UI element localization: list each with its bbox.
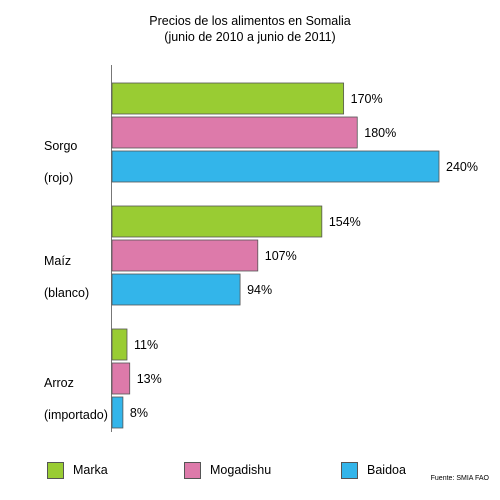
bar-mogadishu-1 — [111, 239, 259, 272]
category-label-line2: (importado) — [44, 408, 108, 422]
bar-marka-2 — [111, 328, 128, 361]
data-label-baidoa-2: 8% — [130, 406, 148, 420]
legend-label-baidoa: Baidoa — [367, 463, 406, 477]
category-label-line2: (rojo) — [44, 171, 74, 185]
data-label-marka-2: 11% — [134, 338, 158, 352]
chart-title-block: Precios de los alimentos en Somalia (jun… — [0, 13, 500, 45]
bar-baidoa-0 — [111, 150, 440, 183]
bar-marka-0 — [111, 82, 345, 115]
legend-label-marka: Marka — [73, 463, 108, 477]
chart-subtitle: (junio de 2010 a junio de 2011) — [164, 30, 336, 44]
bar-baidoa-1 — [111, 273, 241, 306]
legend-swatch-mogadishu — [184, 461, 201, 479]
bar-mogadishu-0 — [111, 116, 358, 149]
category-label-line1: Maíz — [44, 254, 72, 268]
data-label-marka-0: 170% — [351, 92, 383, 106]
bar-baidoa-2 — [111, 396, 124, 429]
legend: Marka Mogadishu Baidoa — [0, 460, 500, 490]
bar-mogadishu-2 — [111, 362, 131, 395]
category-label-line1: Arroz — [44, 376, 74, 390]
legend-swatch-baidoa — [341, 461, 358, 479]
legend-item-baidoa: Baidoa — [341, 460, 406, 480]
legend-label-mogadishu: Mogadishu — [210, 463, 272, 477]
data-label-mogadishu-2: 13% — [137, 372, 162, 386]
source-note: Fuente: SMIA FAO — [430, 475, 489, 482]
data-label-mogadishu-1: 107% — [265, 249, 297, 263]
legend-item-mogadishu: Mogadishu — [184, 460, 271, 480]
data-label-marka-1: 154% — [329, 215, 361, 229]
category-label-maiz: Maíz (blanco) — [44, 237, 89, 317]
data-label-mogadishu-0: 180% — [364, 126, 396, 140]
legend-item-marka: Marka — [47, 460, 108, 480]
data-label-baidoa-0: 240% — [446, 160, 478, 174]
legend-swatch-marka — [47, 461, 64, 479]
bar-marka-1 — [111, 205, 323, 238]
category-label-line2: (blanco) — [44, 286, 90, 300]
category-label-arroz: Arroz (importado) — [44, 359, 108, 439]
category-label-line1: Sorgo — [44, 139, 78, 153]
chart-title: Precios de los alimentos en Somalia — [149, 14, 351, 28]
category-label-sorgo: Sorgo (rojo) — [44, 122, 77, 202]
data-label-baidoa-1: 94% — [247, 283, 272, 297]
